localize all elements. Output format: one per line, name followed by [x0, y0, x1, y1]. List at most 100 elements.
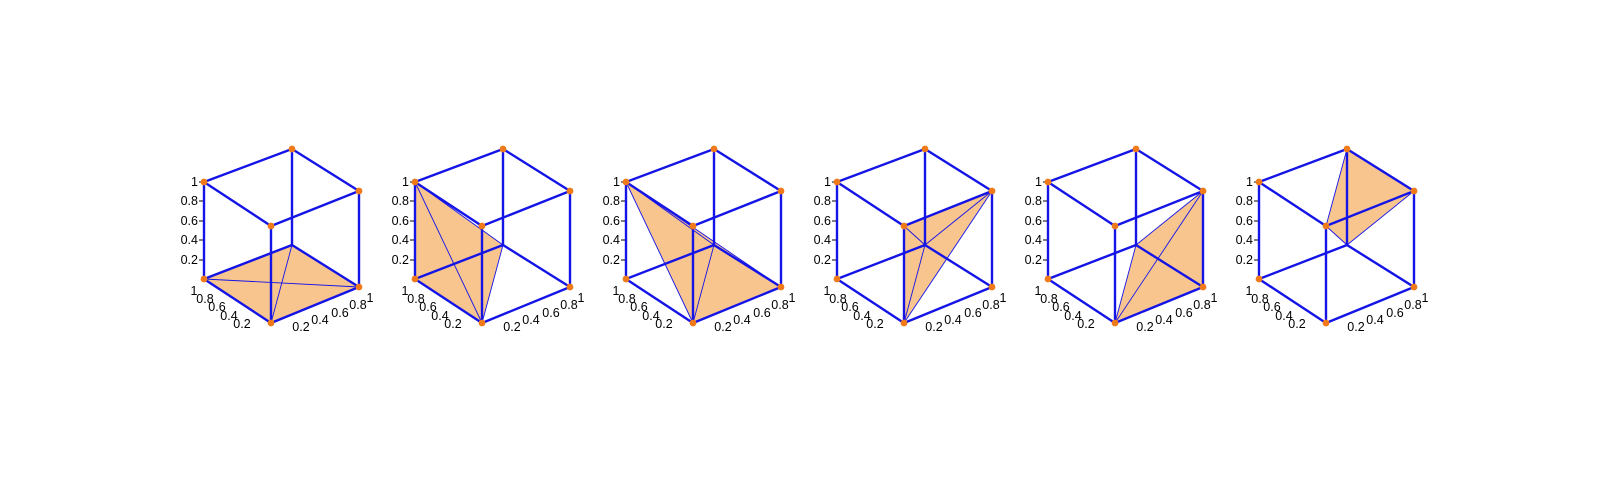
z-tick-label: 0.8 — [603, 194, 620, 208]
y-tick-label: 0.4 — [1275, 309, 1292, 323]
cube-vertex — [355, 187, 363, 195]
cube-edge — [1046, 147, 1138, 184]
cube-edge — [712, 243, 783, 289]
cube-vertex — [1111, 222, 1119, 230]
z-tick-label: 0.8 — [814, 194, 831, 208]
y-tick-label: 0.8 — [829, 292, 846, 306]
cube-edge — [691, 189, 783, 228]
z-tick-label: 1 — [824, 175, 831, 189]
cube-edge — [1257, 147, 1349, 184]
cube-edge — [413, 180, 484, 228]
y-tick-label: 0.2 — [1288, 317, 1305, 331]
x-tick-label: 0.6 — [753, 306, 770, 320]
z-tick-label: 0.8 — [181, 194, 198, 208]
tetrahedron-edge — [481, 244, 504, 324]
cube-vertex — [267, 222, 275, 230]
y-tick-label: 0.2 — [233, 317, 250, 331]
cube-edge — [712, 147, 783, 193]
cube-edge — [835, 147, 927, 184]
cube-edge — [902, 285, 994, 325]
y-tick-label: 1 — [402, 284, 409, 298]
cube-vertex — [267, 319, 275, 327]
cube-vertex — [833, 178, 841, 186]
cube-vertex — [1044, 178, 1052, 186]
cube-vertex — [478, 319, 486, 327]
x-tick-label: 1 — [1000, 291, 1007, 305]
cube-edge — [624, 243, 716, 281]
tetrahedron-edge — [1325, 225, 1348, 246]
cube-vertex — [1255, 275, 1263, 283]
cube-vertex — [1255, 178, 1263, 186]
x-tick-label: 0.4 — [944, 313, 961, 327]
cube-vertex — [921, 145, 929, 153]
z-tick-label: 0.4 — [392, 233, 409, 247]
cube-vertex — [833, 275, 841, 283]
y-tick-label: 0.8 — [407, 292, 424, 306]
z-tick-label: 0.8 — [392, 194, 409, 208]
z-tick-label: 0.6 — [1236, 214, 1253, 228]
z-tick-label: 0.4 — [603, 233, 620, 247]
cube-edge — [202, 180, 273, 228]
cube-vertex — [478, 222, 486, 230]
y-tick-label: 0.6 — [630, 300, 647, 314]
x-tick-label: 0.6 — [1175, 306, 1192, 320]
tetrahedron-edge — [1114, 244, 1137, 324]
y-tick-label: 0.2 — [655, 317, 672, 331]
tetrahedron-edge — [625, 181, 694, 324]
y-tick-label: 1 — [1246, 284, 1253, 298]
x-tick-label: 0.8 — [349, 298, 366, 312]
tetrahedron-edge — [1325, 148, 1348, 227]
tetrahedron-edge — [414, 181, 483, 324]
x-tick-label: 0.4 — [311, 313, 328, 327]
z-tick-label: 0.2 — [181, 253, 198, 267]
x-tick-label: 0.2 — [714, 320, 731, 334]
z-tick-label: 0.6 — [392, 214, 409, 228]
y-tick-label: 0.4 — [642, 309, 659, 323]
cube-vertex — [1322, 319, 1330, 327]
y-tick-label: 1 — [1035, 284, 1042, 298]
y-tick-label: 1 — [613, 284, 620, 298]
cube-vertex — [1199, 187, 1207, 195]
z-tick-label: 0.6 — [181, 214, 198, 228]
x-tick-label: 1 — [367, 291, 374, 305]
cube-vertex — [900, 319, 908, 327]
z-tick-label: 0.4 — [1236, 233, 1253, 247]
cube-edge — [501, 243, 572, 289]
z-tick-label: 0.4 — [814, 233, 831, 247]
cube-vertex — [710, 145, 718, 153]
x-tick-label: 0.8 — [1193, 298, 1210, 312]
tetrahedron-edge — [924, 190, 993, 246]
cube-vertex — [1132, 145, 1140, 153]
cube-vertex — [411, 178, 419, 186]
cube-edge — [269, 285, 361, 325]
cube-edge — [413, 243, 505, 281]
x-tick-label: 0.2 — [925, 320, 942, 334]
x-tick-label: 0.6 — [331, 306, 348, 320]
x-tick-label: 0.4 — [733, 313, 750, 327]
cube-edge — [624, 180, 695, 228]
cube-edge — [1257, 277, 1328, 325]
x-tick-label: 0.2 — [503, 320, 520, 334]
cube-edge — [1113, 285, 1205, 325]
cube-edge — [480, 189, 572, 228]
cube-vertex — [622, 275, 630, 283]
cube-vertex — [1199, 283, 1207, 291]
z-tick-label: 0.8 — [1236, 194, 1253, 208]
x-tick-label: 0.4 — [1155, 313, 1172, 327]
y-tick-label: 1 — [191, 284, 198, 298]
cube-vertex — [566, 187, 574, 195]
cube-vertex — [1044, 275, 1052, 283]
tetrahedron-edge — [903, 225, 926, 246]
cube-vertex — [1322, 222, 1330, 230]
z-tick-label: 1 — [1035, 175, 1042, 189]
z-tick-label: 0.6 — [814, 214, 831, 228]
y-tick-label: 0.8 — [1251, 292, 1268, 306]
cube-vertex — [988, 283, 996, 291]
y-tick-label: 0.6 — [841, 300, 858, 314]
x-tick-label: 0.2 — [1347, 320, 1364, 334]
y-tick-label: 0.6 — [419, 300, 436, 314]
cube-edge — [835, 180, 906, 228]
cube-edge — [835, 277, 906, 325]
